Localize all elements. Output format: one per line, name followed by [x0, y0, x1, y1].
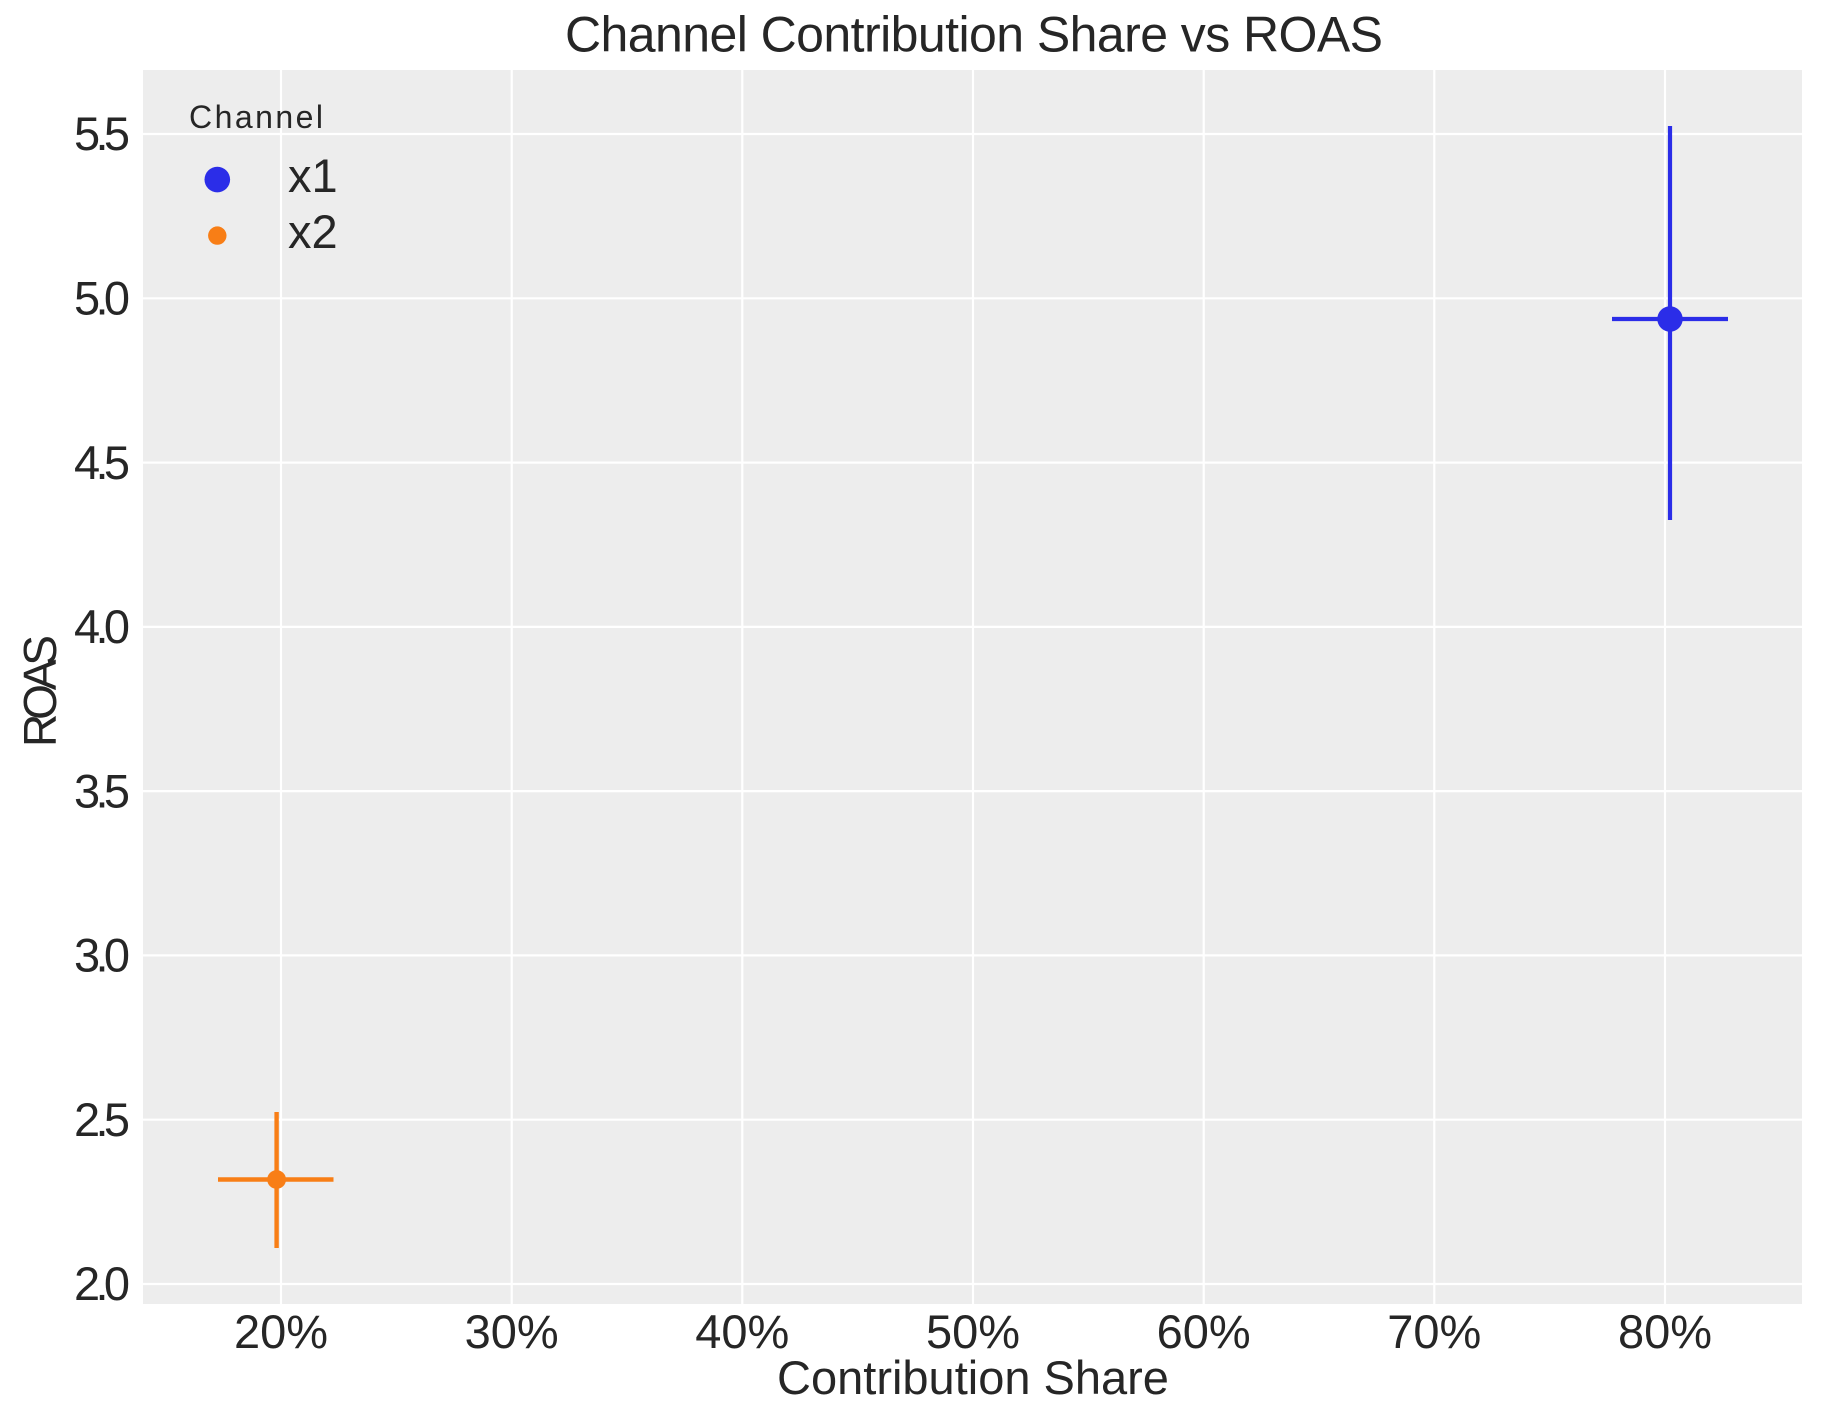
- svg-text:5.0: 5.0: [74, 272, 130, 325]
- svg-text:2.0: 2.0: [74, 1257, 130, 1310]
- svg-text:30%: 30%: [465, 1305, 559, 1358]
- svg-text:ROAS: ROAS: [14, 635, 66, 747]
- svg-text:2.5: 2.5: [74, 1093, 130, 1146]
- svg-text:Channel Contribution Share vs: Channel Contribution Share vs ROAS: [565, 7, 1383, 63]
- svg-text:40%: 40%: [695, 1305, 789, 1358]
- svg-text:3.5: 3.5: [74, 764, 130, 817]
- svg-text:Channel: Channel: [189, 99, 323, 135]
- svg-text:Contribution Share: Contribution Share: [777, 1351, 1169, 1404]
- svg-text:3.0: 3.0: [74, 929, 130, 982]
- svg-text:x2: x2: [288, 205, 338, 258]
- svg-text:20%: 20%: [234, 1305, 328, 1358]
- svg-text:50%: 50%: [926, 1305, 1020, 1358]
- svg-text:4.0: 4.0: [74, 600, 130, 653]
- svg-text:5.5: 5.5: [74, 107, 130, 160]
- svg-text:x1: x1: [288, 149, 338, 202]
- svg-text:60%: 60%: [1157, 1305, 1251, 1358]
- svg-text:80%: 80%: [1618, 1305, 1712, 1358]
- svg-text:70%: 70%: [1387, 1305, 1481, 1358]
- svg-text:4.5: 4.5: [74, 436, 130, 489]
